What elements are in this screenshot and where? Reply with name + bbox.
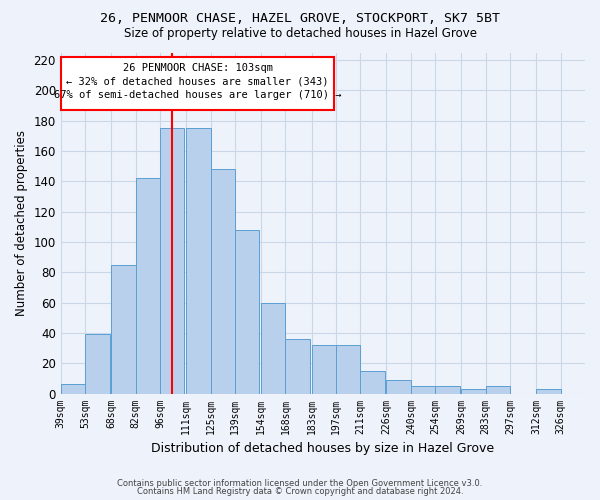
- Text: 26 PENMOOR CHASE: 103sqm: 26 PENMOOR CHASE: 103sqm: [122, 62, 272, 72]
- Text: Contains HM Land Registry data © Crown copyright and database right 2024.: Contains HM Land Registry data © Crown c…: [137, 487, 463, 496]
- Bar: [136, 178, 160, 394]
- Bar: [435, 386, 460, 394]
- Text: Size of property relative to detached houses in Hazel Grove: Size of property relative to detached ho…: [124, 28, 476, 40]
- Bar: [386, 380, 411, 394]
- X-axis label: Distribution of detached houses by size in Hazel Grove: Distribution of detached houses by size …: [151, 442, 494, 455]
- Bar: [286, 339, 310, 394]
- Bar: [61, 384, 85, 394]
- Text: Contains public sector information licensed under the Open Government Licence v3: Contains public sector information licen…: [118, 478, 482, 488]
- Bar: [235, 230, 259, 394]
- Text: 26, PENMOOR CHASE, HAZEL GROVE, STOCKPORT, SK7 5BT: 26, PENMOOR CHASE, HAZEL GROVE, STOCKPOR…: [100, 12, 500, 26]
- Bar: [411, 386, 435, 394]
- Bar: [311, 345, 336, 394]
- Bar: [211, 169, 235, 394]
- FancyBboxPatch shape: [61, 57, 334, 110]
- Bar: [85, 334, 110, 394]
- Text: ← 32% of detached houses are smaller (343): ← 32% of detached houses are smaller (34…: [66, 76, 329, 86]
- Bar: [361, 371, 385, 394]
- Text: 67% of semi-detached houses are larger (710) →: 67% of semi-detached houses are larger (…: [54, 90, 341, 100]
- Bar: [111, 264, 136, 394]
- Bar: [336, 345, 361, 394]
- Y-axis label: Number of detached properties: Number of detached properties: [15, 130, 28, 316]
- Bar: [536, 389, 560, 394]
- Bar: [486, 386, 510, 394]
- Bar: [461, 389, 486, 394]
- Bar: [261, 302, 286, 394]
- Bar: [160, 128, 184, 394]
- Bar: [186, 128, 211, 394]
